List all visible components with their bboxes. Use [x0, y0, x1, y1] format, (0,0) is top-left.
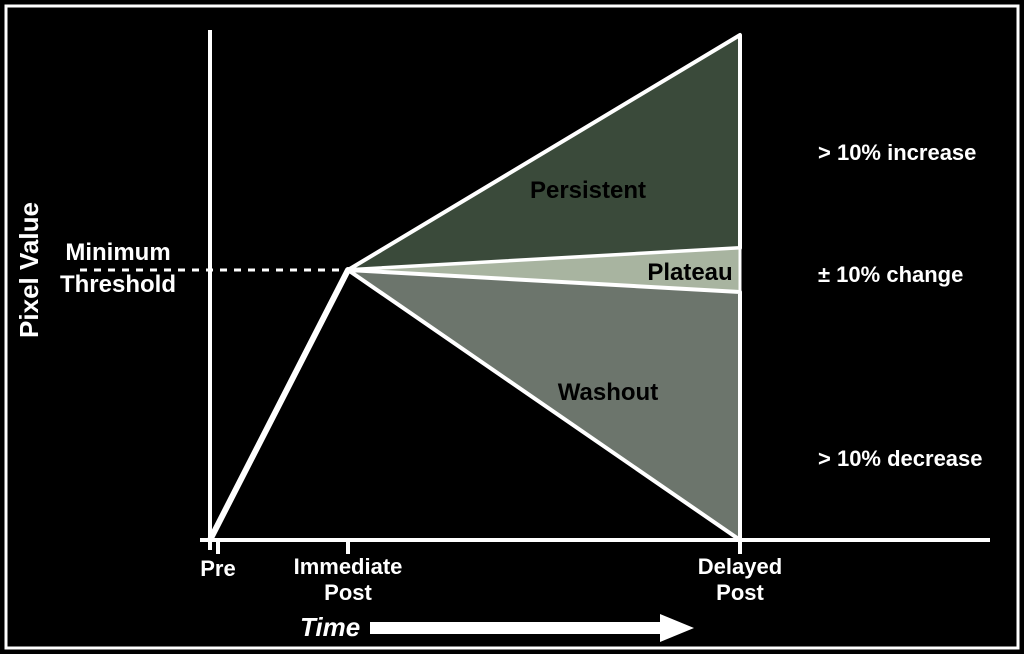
- minimum-threshold-label-line1: Minimum: [65, 239, 170, 266]
- region-label-persistent: Persistent: [530, 177, 646, 204]
- right-label-0: > 10% increase: [818, 140, 976, 165]
- right-label-2: > 10% decrease: [818, 446, 983, 471]
- x-tick-label-1-line1: Immediate: [294, 554, 403, 579]
- region-label-washout: Washout: [558, 379, 658, 406]
- x-tick-label-2-line1: Delayed: [698, 554, 782, 579]
- minimum-threshold-label-line2: Threshold: [60, 271, 176, 298]
- right-label-1: ± 10% change: [818, 262, 963, 287]
- x-tick-label-1-line2: Post: [324, 580, 372, 605]
- region-label-plateau: Plateau: [647, 259, 732, 286]
- x-tick-label-0: Pre: [200, 556, 235, 581]
- x-axis-label: Time: [300, 612, 360, 642]
- y-axis-label: Pixel Value: [14, 202, 44, 338]
- x-tick-label-2-line2: Post: [716, 580, 764, 605]
